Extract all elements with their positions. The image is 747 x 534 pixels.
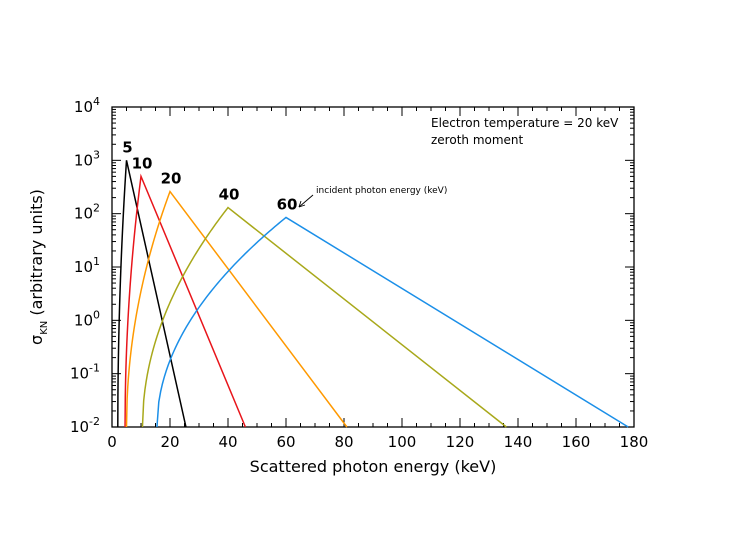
y-tick-base: 10 <box>74 205 93 223</box>
y-tick-exponent: -1 <box>89 362 100 375</box>
curve-label-20: 20 <box>161 170 182 188</box>
arrow-annotation-text: incident photon energy (keV) <box>316 186 447 196</box>
series-line-20 <box>125 189 348 428</box>
y-tick-label: 10-2 <box>70 415 100 436</box>
x-tick-label: 0 <box>107 433 117 451</box>
series-line-5 <box>117 160 187 428</box>
series-group <box>117 160 629 428</box>
curve-label-40: 40 <box>219 186 240 204</box>
y-tick-label: 104 <box>74 95 100 116</box>
x-tick-label: 40 <box>218 433 237 451</box>
arrow-annotation-line <box>298 194 314 208</box>
series-line-60 <box>156 216 629 428</box>
x-tick-label: 160 <box>562 433 591 451</box>
y-axis-label-text: (arbitrary units) <box>27 189 46 321</box>
y-tick-base: 10 <box>70 418 89 436</box>
x-tick-label: 20 <box>160 433 179 451</box>
plot-frame <box>111 106 635 428</box>
x-tick-label: 120 <box>446 433 475 451</box>
curve-labels: 510 20 40 60 <box>122 138 297 213</box>
curve-label-5: 5 <box>122 138 132 156</box>
x-tick-label: 140 <box>504 433 533 451</box>
y-tick-label: 100 <box>74 308 100 329</box>
y-tick-base: 10 <box>74 311 93 329</box>
series-line-10 <box>124 173 247 428</box>
x-axis-label: Scattered photon energy (keV) <box>250 457 497 476</box>
y-tick-exponent: 4 <box>93 95 100 108</box>
y-tick-exponent: 3 <box>93 148 100 161</box>
y-tick-label: 103 <box>74 148 100 169</box>
x-tick-label: 60 <box>276 433 295 451</box>
x-tick-label: 100 <box>388 433 417 451</box>
y-axis-label-symbol: σ <box>27 335 46 345</box>
y-tick-exponent: 1 <box>93 255 100 268</box>
y-tick-base: 10 <box>74 258 93 276</box>
annotation-temperature: Electron temperature = 20 keV <box>431 116 619 130</box>
axis-ticks: 0 20 40 60 80 100 120 140 160 18010-210-110010110… <box>70 95 648 451</box>
y-tick-base: 10 <box>70 365 89 383</box>
x-tick-label: 80 <box>334 433 353 451</box>
curve-label-60: 60 <box>277 195 298 213</box>
annotation-moment: zeroth moment <box>431 133 524 147</box>
y-tick-base: 10 <box>74 98 93 116</box>
y-tick-exponent: 0 <box>93 308 100 321</box>
y-tick-label: 101 <box>74 255 100 276</box>
y-axis-label-subscript: KN <box>39 321 50 335</box>
y-tick-label: 10-1 <box>70 362 100 383</box>
y-tick-base: 10 <box>74 151 93 169</box>
x-tick-label: 180 <box>620 433 649 451</box>
y-tick-exponent: -2 <box>89 415 100 428</box>
arrow-annotation-head <box>298 200 306 208</box>
y-tick-exponent: 2 <box>93 202 100 215</box>
y-tick-label: 102 <box>74 202 100 223</box>
series-line-40 <box>141 206 507 428</box>
y-axis-label: σKN (arbitrary units) <box>27 189 50 345</box>
curve-label-10: 10 <box>132 154 153 172</box>
